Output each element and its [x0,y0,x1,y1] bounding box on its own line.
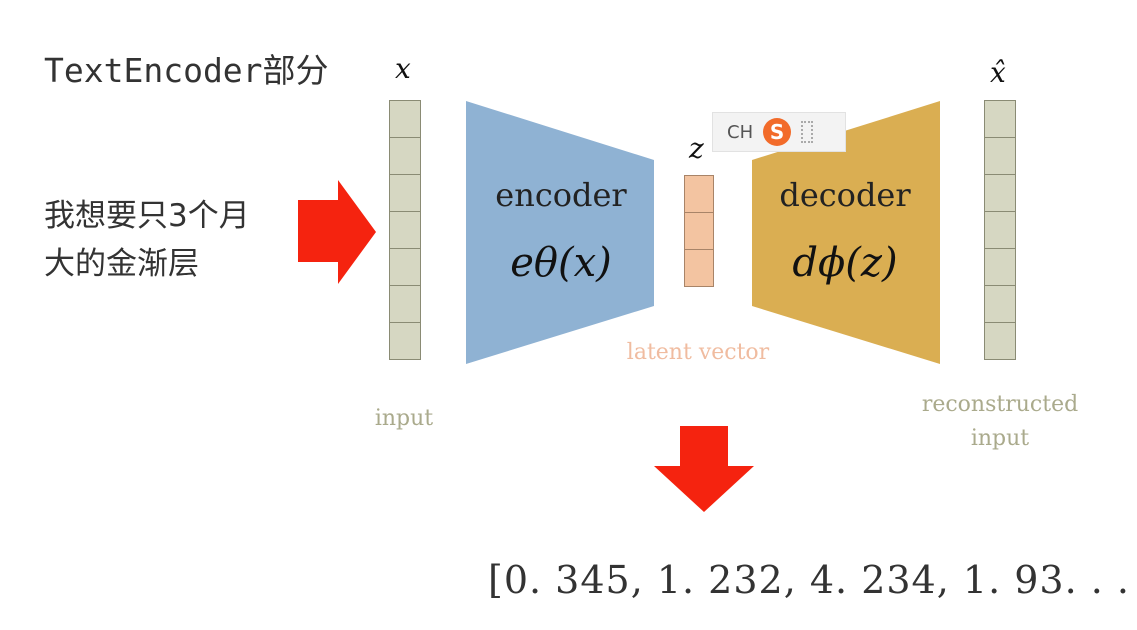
reconstructed-cell [984,100,1016,138]
input-vector [389,100,421,360]
reconstructed-cell [984,211,1016,249]
output-var-label: x̂ [990,56,1006,89]
latent-caption: latent vector [626,340,770,365]
decoder-block [752,101,940,364]
reconstructed-caption-line-1: reconstructed [921,392,1079,417]
input-cell [389,174,421,212]
reconstructed-caption: reconstructed input [920,388,1080,456]
latent-var-label: z [689,132,704,165]
reconstructed-cell [984,322,1016,360]
decoder-formula: dϕ(z) [792,240,898,286]
reconstructed-cell [984,137,1016,175]
reconstructed-cell [984,174,1016,212]
ime-toolbar[interactable]: CH S [712,112,846,152]
prompt-text: 我想要只3个月 大的金渐层 [44,192,314,288]
embedding-vector-text: [0. 345, 1. 232, 4. 234, 1. 93. . . ] [488,558,1137,602]
ime-menu-icon[interactable] [801,121,814,143]
encoder-formula: eθ(x) [510,240,612,286]
input-cell [389,285,421,323]
encoder-block [466,101,654,364]
input-cell [389,211,421,249]
input-cell [389,322,421,360]
right-arrow-icon [298,180,376,284]
input-cell [389,100,421,138]
input-cell [389,248,421,286]
input-var-label: x [395,52,411,85]
sogou-logo-icon[interactable]: S [763,118,792,146]
input-caption: input [374,406,434,431]
latent-vector [684,175,714,287]
prompt-line-1: 我想要只3个月 [44,198,250,234]
page-title: TextEncoder部分 [44,51,329,90]
reconstructed-cell [984,285,1016,323]
down-arrow-icon [654,426,754,512]
latent-cell [684,212,714,250]
prompt-line-2: 大的金渐层 [44,246,199,282]
latent-cell [684,249,714,287]
encoder-label: encoder [495,176,627,214]
reconstructed-cell [984,248,1016,286]
decoder-label: decoder [779,176,911,214]
input-cell [389,137,421,175]
ime-language-toggle[interactable]: CH [727,121,754,143]
latent-cell [684,175,714,213]
reconstructed-vector [984,100,1016,360]
reconstructed-caption-line-2: input [970,426,1030,451]
